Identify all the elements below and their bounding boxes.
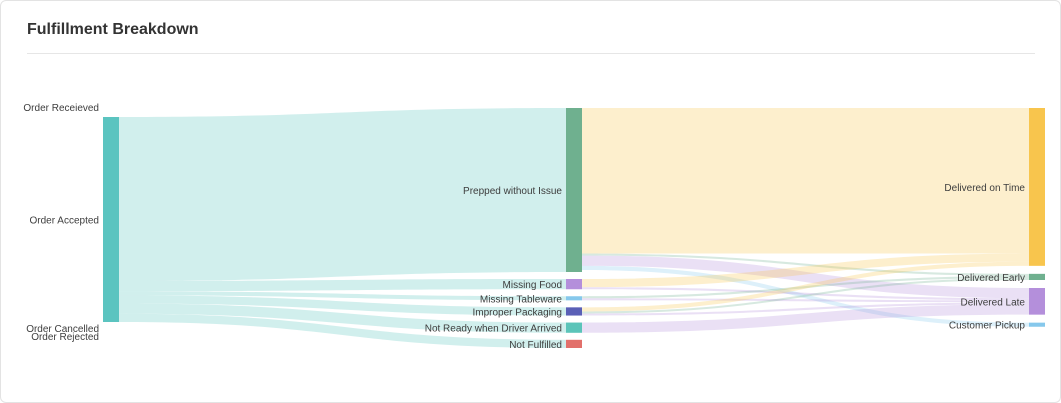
link-improper_packaging-to-delivered_on_time[interactable] <box>582 261 1029 312</box>
link-prepped-to-customer_pickup[interactable] <box>582 265 1029 327</box>
node-delivered_early[interactable] <box>1029 273 1045 280</box>
node-label-delivered_on_time: Delivered on Time <box>944 183 1025 194</box>
card-title: Fulfillment Breakdown <box>27 21 199 38</box>
node-not_fulfilled[interactable] <box>566 339 582 348</box>
node-missing_tableware[interactable] <box>566 296 582 301</box>
node-missing_food[interactable] <box>566 279 582 290</box>
node-label-order_received: Order Receieved <box>23 103 99 114</box>
link-order_accepted-to-missing_tableware[interactable] <box>119 291 566 301</box>
link-missing_food-to-delivered_late[interactable] <box>582 287 1029 301</box>
link-order_accepted-to-improper_packaging[interactable] <box>119 295 566 316</box>
node-label-order_accepted: Order Accepted <box>30 216 99 227</box>
title-divider <box>27 53 1035 54</box>
node-label-delivered_late: Delivered Late <box>961 297 1026 308</box>
link-prepped-to-delivered_late[interactable] <box>582 255 1029 299</box>
node-delivered_on_time[interactable] <box>1029 108 1045 266</box>
node-not_ready[interactable] <box>566 322 582 333</box>
link-prepped-to-delivered_early[interactable] <box>582 253 1029 276</box>
link-improper_packaging-to-delivered_early[interactable] <box>582 277 1029 314</box>
link-not_ready-to-delivered_late[interactable] <box>582 304 1029 333</box>
nodes: Order Receieved Order Accepted Order Cance… <box>23 103 1045 351</box>
link-order_accepted-to-not_fulfilled[interactable] <box>119 313 566 348</box>
node-label-order_cancelled: Order Cancelled <box>26 324 99 335</box>
node-label-improper_packaging: Improper Packaging <box>473 307 563 318</box>
link-missing_tableware-to-delivered_early[interactable] <box>582 275 1029 299</box>
node-improper_packaging[interactable] <box>566 307 582 316</box>
link-missing_tableware-to-delivered_late[interactable] <box>582 298 1029 303</box>
node-label-delivered_early: Delivered Early <box>957 273 1025 284</box>
node-label-customer_pickup: Customer Pickup <box>949 321 1026 332</box>
link-prepped-to-delivered_on_time[interactable] <box>582 108 1029 254</box>
node-delivered_late[interactable] <box>1029 288 1045 315</box>
node-order_accepted[interactable] <box>103 117 119 322</box>
node-label-missing_food: Missing Food <box>503 280 562 291</box>
node-prepped[interactable] <box>566 108 582 272</box>
link-order_accepted-to-not_ready[interactable] <box>119 303 566 333</box>
node-customer_pickup[interactable] <box>1029 322 1045 327</box>
node-label-missing_tableware: Missing Tableware <box>480 294 563 305</box>
link-order_accepted-to-prepped[interactable] <box>119 108 566 281</box>
node-label-order_rejected: Order Rejected <box>31 332 99 343</box>
link-order_accepted-to-missing_food[interactable] <box>119 279 566 292</box>
node-label-not_ready: Not Ready when Driver Arrived <box>425 324 562 335</box>
links <box>119 108 1029 348</box>
link-improper_packaging-to-delivered_late[interactable] <box>582 302 1029 316</box>
link-missing_food-to-delivered_on_time[interactable] <box>582 253 1029 288</box>
node-label-prepped: Prepped without Issue <box>463 186 562 197</box>
node-label-not_fulfilled: Not Fulfilled <box>509 340 562 351</box>
